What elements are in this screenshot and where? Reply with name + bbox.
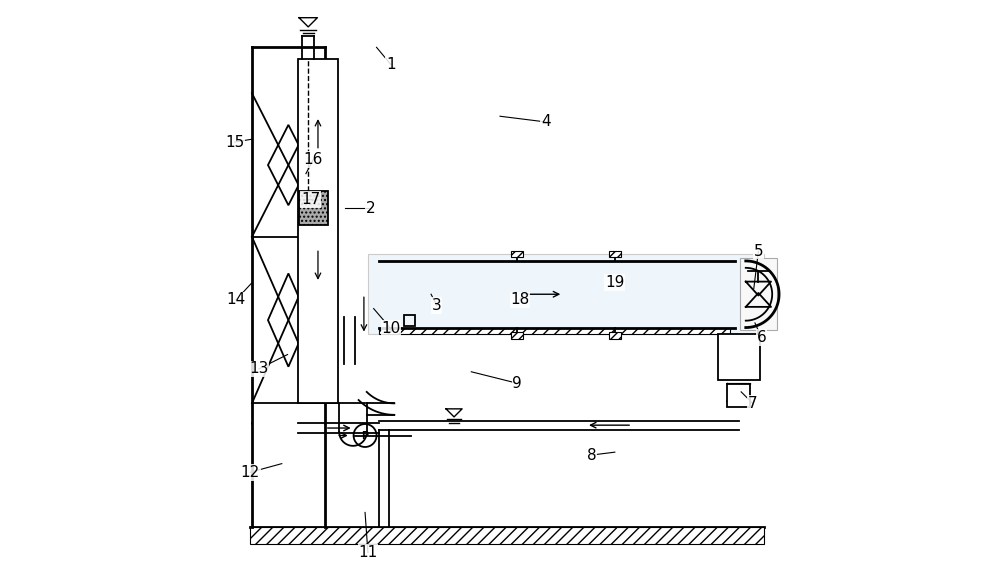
Text: 1: 1	[386, 57, 396, 72]
Text: 19: 19	[605, 275, 625, 290]
Text: 14: 14	[226, 293, 245, 308]
Bar	[727, 384, 750, 407]
Bar	[718, 335, 760, 380]
Text: 17: 17	[301, 192, 320, 207]
Text: 10: 10	[381, 321, 401, 336]
Text: 12: 12	[241, 464, 260, 479]
Text: 11: 11	[358, 545, 378, 560]
Bar	[511, 250, 523, 257]
Bar	[299, 191, 328, 226]
Bar	[298, 59, 338, 403]
Bar	[250, 527, 764, 544]
Bar	[609, 250, 621, 257]
Text: 6: 6	[756, 330, 766, 345]
Text: 8: 8	[587, 448, 597, 463]
Bar	[740, 258, 777, 331]
Bar	[511, 332, 523, 339]
Text: 4: 4	[541, 114, 551, 129]
Bar	[379, 328, 730, 335]
Bar	[609, 332, 621, 339]
Text: 2: 2	[366, 201, 376, 216]
Text: 15: 15	[225, 134, 244, 149]
Bar	[404, 315, 415, 327]
Bar	[368, 254, 764, 335]
Text: 7: 7	[748, 396, 757, 411]
Text: 3: 3	[432, 298, 442, 313]
Text: 18: 18	[510, 293, 530, 308]
Text: 5: 5	[754, 243, 763, 258]
Text: 16: 16	[304, 152, 323, 167]
Text: 9: 9	[512, 376, 522, 391]
Text: P: P	[361, 430, 369, 440]
Text: 13: 13	[249, 361, 269, 376]
